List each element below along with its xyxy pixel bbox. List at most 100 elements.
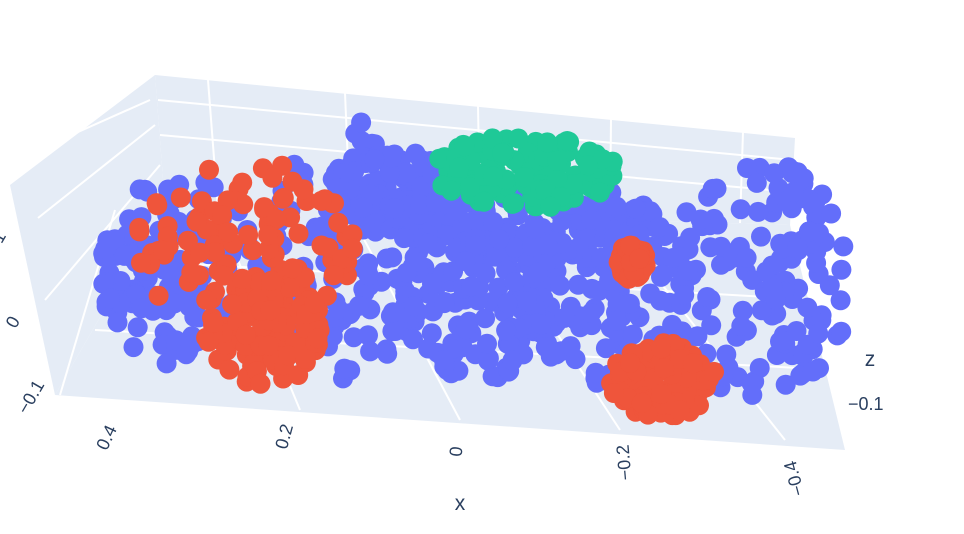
scatter-point-green[interactable]	[535, 179, 556, 200]
scatter-point-blue[interactable]	[433, 350, 454, 370]
scatter-point-blue[interactable]	[465, 235, 486, 256]
scatter-point-blue[interactable]	[163, 261, 184, 282]
scatter-point-green[interactable]	[508, 128, 529, 149]
scatter-point-red[interactable]	[146, 193, 167, 214]
scatter-point-blue[interactable]	[797, 297, 818, 318]
scatter-point-blue[interactable]	[421, 323, 442, 344]
scatter-point-green[interactable]	[482, 128, 503, 149]
scatter-point-blue[interactable]	[751, 226, 771, 247]
scatter-point-blue[interactable]	[732, 300, 753, 321]
scatter-point-blue[interactable]	[107, 312, 128, 333]
scatter-point-blue[interactable]	[595, 338, 616, 359]
scatter-point-blue[interactable]	[384, 198, 405, 219]
scatter-point-blue[interactable]	[455, 319, 476, 340]
scatter-point-blue[interactable]	[156, 353, 177, 374]
scatter-point-green[interactable]	[429, 148, 450, 169]
scatter-point-blue[interactable]	[403, 329, 423, 350]
scatter-point-blue[interactable]	[352, 197, 373, 218]
scatter-point-blue[interactable]	[525, 218, 546, 239]
scatter-point-blue[interactable]	[700, 237, 721, 258]
scatter-point-red[interactable]	[222, 294, 243, 315]
scatter-point-blue[interactable]	[123, 337, 144, 358]
scatter-point-blue[interactable]	[461, 276, 482, 297]
scatter-point-blue[interactable]	[134, 179, 155, 200]
scatter-point-red[interactable]	[186, 211, 207, 232]
scatter-point-blue[interactable]	[697, 287, 718, 307]
scatter-point-blue[interactable]	[787, 237, 808, 258]
scatter-point-blue[interactable]	[716, 344, 737, 365]
scatter-point-blue[interactable]	[312, 216, 333, 237]
scatter-point-blue[interactable]	[663, 247, 684, 268]
scatter-point-red[interactable]	[342, 238, 363, 259]
scatter-point-blue[interactable]	[742, 384, 763, 405]
scatter-point-red[interactable]	[261, 270, 282, 291]
scatter-point-blue[interactable]	[560, 336, 581, 357]
scatter-point-blue[interactable]	[650, 290, 671, 311]
cluster-green-points[interactable]	[429, 128, 623, 217]
scatter-point-red[interactable]	[148, 285, 169, 306]
scatter-point-red[interactable]	[153, 240, 174, 261]
scatter-point-blue[interactable]	[831, 321, 852, 342]
scatter-point-red[interactable]	[651, 383, 672, 404]
scatter-point-blue[interactable]	[489, 229, 510, 250]
scatter-point-red[interactable]	[181, 262, 202, 283]
scatter-point-blue[interactable]	[833, 236, 854, 257]
scatter-point-red[interactable]	[654, 358, 675, 379]
scatter-point-blue[interactable]	[328, 299, 349, 320]
scatter-point-red[interactable]	[242, 240, 263, 261]
scatter-point-red[interactable]	[631, 393, 652, 413]
scatter-point-blue[interactable]	[819, 275, 840, 296]
scatter-point-red[interactable]	[131, 252, 151, 273]
scatter-point-red[interactable]	[233, 194, 254, 215]
scatter-point-red[interactable]	[620, 352, 641, 373]
scatter-point-green[interactable]	[537, 132, 558, 153]
scatter-point-green[interactable]	[540, 196, 561, 217]
scatter-point-green[interactable]	[589, 182, 610, 203]
scatter-point-green[interactable]	[482, 166, 503, 187]
scatter-point-blue[interactable]	[165, 330, 186, 351]
scatter-point-blue[interactable]	[104, 229, 125, 250]
scatter-point-red[interactable]	[282, 258, 303, 279]
scatter-point-blue[interactable]	[405, 143, 426, 164]
scatter-point-blue[interactable]	[746, 172, 767, 193]
scatter-point-blue[interactable]	[749, 358, 770, 378]
scatter-point-blue[interactable]	[379, 162, 400, 183]
scatter-point-red[interactable]	[213, 265, 234, 286]
scatter-point-blue[interactable]	[674, 285, 695, 305]
scatter-point-blue[interactable]	[736, 247, 757, 268]
scatter-point-blue[interactable]	[364, 149, 385, 170]
scatter-point-red[interactable]	[311, 190, 332, 211]
scatter-point-red[interactable]	[288, 223, 309, 244]
scatter-point-blue[interactable]	[751, 300, 772, 321]
scatter-point-red[interactable]	[190, 242, 210, 263]
scatter-point-blue[interactable]	[677, 260, 698, 281]
cluster-red-points[interactable]	[129, 155, 724, 426]
scatter-point-blue[interactable]	[649, 217, 670, 237]
scatter-point-red[interactable]	[304, 293, 325, 314]
scatter-point-red[interactable]	[260, 300, 281, 321]
scatter-point-blue[interactable]	[434, 293, 455, 314]
scatter-point-blue[interactable]	[422, 273, 442, 294]
scatter-point-red[interactable]	[198, 331, 219, 352]
scatter-point-red[interactable]	[129, 217, 150, 238]
scatter-point-blue[interactable]	[830, 290, 851, 311]
scatter-point-red[interactable]	[342, 224, 363, 245]
scatter-point-blue[interactable]	[497, 293, 518, 314]
scatter-point-blue[interactable]	[765, 289, 786, 310]
scatter-point-red[interactable]	[682, 353, 703, 374]
scatter-point-blue[interactable]	[381, 147, 402, 168]
scatter-point-red[interactable]	[266, 209, 287, 230]
scatter-point-green[interactable]	[441, 180, 462, 201]
scatter-point-blue[interactable]	[131, 298, 152, 319]
scatter-point-blue[interactable]	[475, 263, 496, 284]
scatter-point-blue[interactable]	[358, 325, 378, 346]
scatter-point-blue[interactable]	[496, 320, 517, 341]
scatter-point-red[interactable]	[328, 212, 349, 233]
scatter-point-blue[interactable]	[783, 182, 804, 203]
scatter-point-red[interactable]	[238, 225, 259, 245]
scatter-point-green[interactable]	[502, 193, 523, 214]
scatter-point-blue[interactable]	[425, 192, 446, 213]
scatter-point-red[interactable]	[307, 328, 328, 349]
scatter-point-red[interactable]	[279, 277, 300, 298]
scatter-point-blue[interactable]	[502, 350, 523, 371]
